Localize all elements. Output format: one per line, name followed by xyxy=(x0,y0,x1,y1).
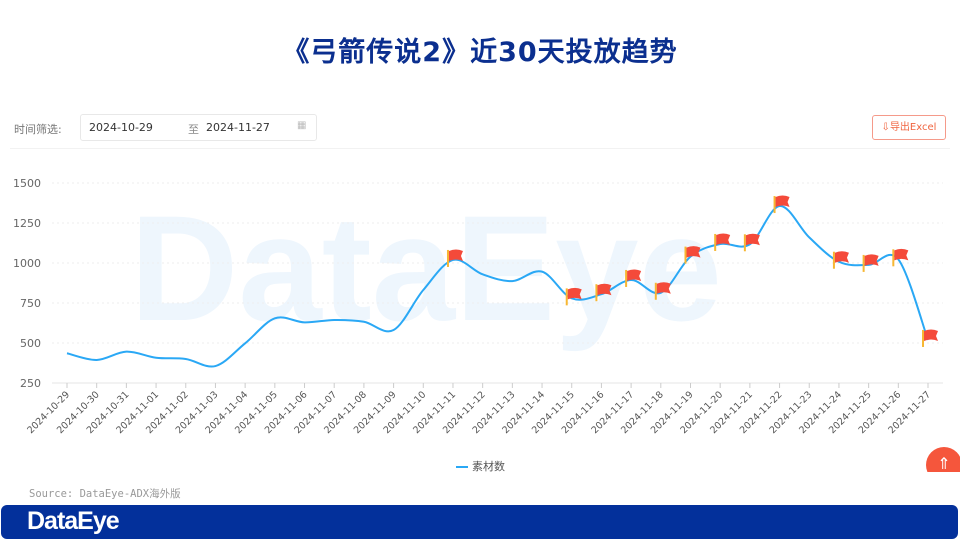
flag-icon xyxy=(448,249,463,261)
y-tick-label: 1500 xyxy=(13,177,41,190)
flag-pole xyxy=(773,196,776,214)
y-tick-label: 1000 xyxy=(13,257,41,270)
y-tick-label: 1250 xyxy=(13,217,41,230)
flag-pole xyxy=(714,233,717,251)
date-separator: 至 xyxy=(188,123,199,136)
divider xyxy=(10,148,950,149)
flag-pole xyxy=(832,251,835,269)
flag-icon xyxy=(775,195,790,208)
page-title: 《弓箭传说2》近30天投放趋势 xyxy=(282,37,678,68)
y-tick-label: 500 xyxy=(20,337,41,350)
flag-icon xyxy=(924,329,939,341)
flag-pole xyxy=(446,249,449,267)
flag-icon xyxy=(834,251,849,263)
flag-icon xyxy=(716,233,731,245)
flag-icon xyxy=(745,233,760,246)
flag-icon xyxy=(656,282,671,294)
calendar-icon[interactable]: ▦ xyxy=(297,120,307,131)
line-chart: DataEye 250 500 750 1000 1250 1500 2024-10-29… xyxy=(13,177,943,436)
legend-label: 素材数 xyxy=(472,460,505,473)
legend-item[interactable]: 素材数 xyxy=(456,458,505,474)
flag-pole xyxy=(922,329,925,347)
series-line xyxy=(66,205,929,368)
source-note: Source: DataEye-ADX海外版 xyxy=(29,488,181,500)
download-icon: ⇩ xyxy=(881,122,890,133)
date-filter-label: 时间筛选: xyxy=(14,123,62,136)
date-range-picker[interactable]: 2024-10-29 至 2024-11-27 ▦ xyxy=(80,114,317,141)
flag-pole xyxy=(654,282,657,300)
flag-icon xyxy=(567,287,582,300)
back-to-top-button[interactable]: ⇑ xyxy=(926,447,960,472)
end-date[interactable]: 2024-11-27 xyxy=(206,121,270,134)
flag-icon xyxy=(597,283,612,296)
y-tick-label: 250 xyxy=(20,377,41,390)
grid xyxy=(52,182,943,388)
flag-pole xyxy=(743,234,746,252)
flag-icon xyxy=(627,269,642,281)
flag-icon xyxy=(864,254,879,266)
footer-logo: DataEye xyxy=(27,507,120,535)
x-axis: 2024-10-292024-10-302024-10-312024-11-01… xyxy=(25,389,933,436)
flag-pole xyxy=(565,288,568,306)
export-excel-button[interactable]: ⇩导出Excel xyxy=(872,115,946,140)
flag-icon xyxy=(894,248,909,261)
flag-pole xyxy=(625,269,628,287)
footer-bar: DataEye xyxy=(1,505,958,539)
start-date[interactable]: 2024-10-29 xyxy=(89,121,153,134)
flag-pole xyxy=(684,246,687,264)
flag-markers xyxy=(446,195,939,347)
flag-icon xyxy=(686,246,701,258)
y-tick-label: 750 xyxy=(20,297,41,310)
flag-pole xyxy=(595,284,598,302)
flag-pole xyxy=(892,249,895,267)
flag-pole xyxy=(862,254,865,272)
legend-swatch xyxy=(456,466,468,468)
y-axis: 250 500 750 1000 1250 1500 xyxy=(13,177,41,390)
export-label: 导出Excel xyxy=(889,122,937,133)
arrow-up-icon: ⇑ xyxy=(926,447,960,472)
watermark: DataEye xyxy=(130,184,722,352)
